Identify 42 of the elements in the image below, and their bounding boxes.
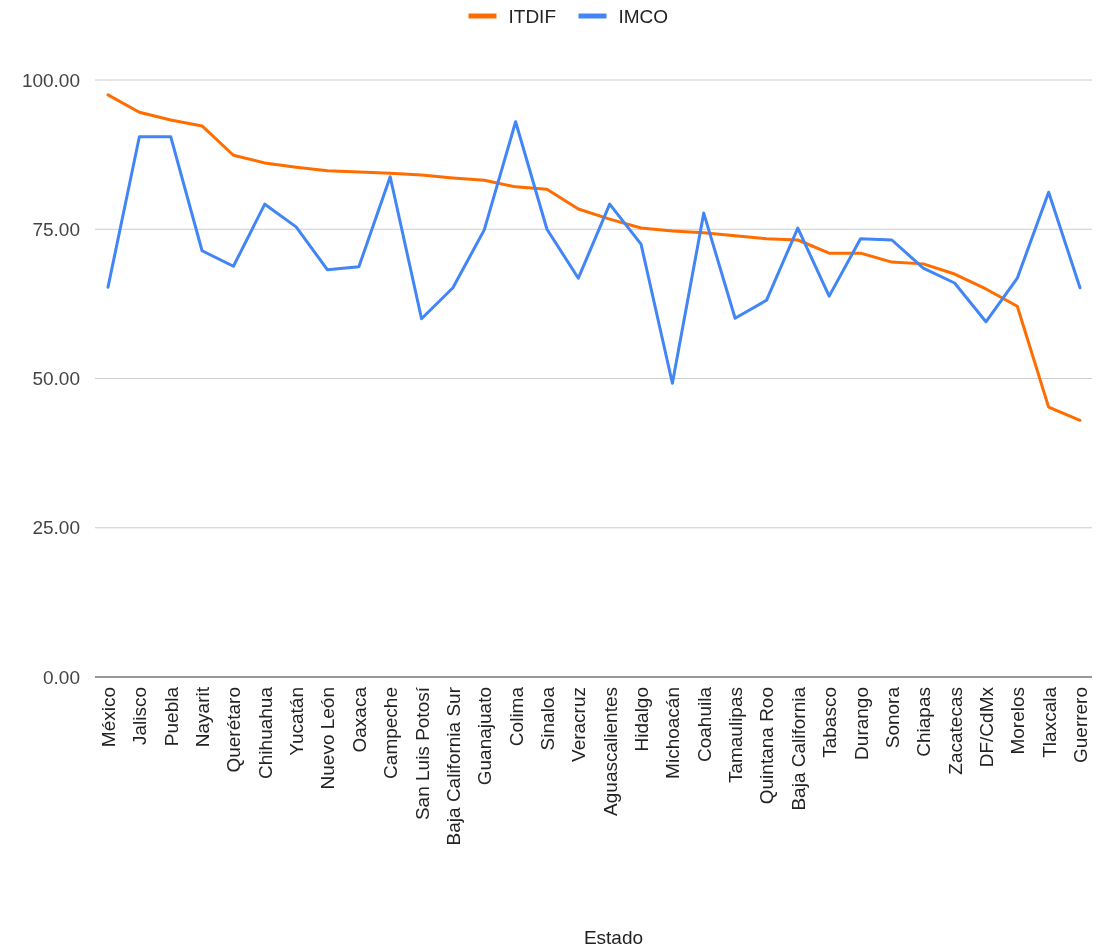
x-tick-label: Coahuila <box>693 686 715 762</box>
x-tick-label: Puebla <box>160 686 182 747</box>
x-tick-label: Nuevo León <box>317 687 339 790</box>
x-tick-label: Guanajuato <box>474 687 496 786</box>
legend-label: ITDIF <box>508 5 556 27</box>
x-tick-label: Morelos <box>1007 687 1029 755</box>
x-tick-label: Baja California <box>787 686 809 811</box>
x-tick-label: Querétaro <box>223 687 245 773</box>
x-tick-label: Nayarit <box>192 686 214 748</box>
x-tick-label: Aguascalientes <box>599 687 621 816</box>
x-tick-label: Guerrero <box>1070 687 1091 764</box>
y-tick-label: 50.00 <box>32 368 80 390</box>
line-series <box>106 120 1082 385</box>
x-tick-label: San Luis Potosí <box>411 686 433 821</box>
line-series <box>106 93 1082 422</box>
y-tick-label: 0.00 <box>43 666 80 688</box>
x-tick-label: Jalisco <box>129 687 151 746</box>
x-tick-label: Yucatán <box>286 687 308 756</box>
x-tick-label: México <box>98 687 119 748</box>
x-tick-label: Chihuahua <box>254 686 276 779</box>
x-tick-label: Chiapas <box>913 687 935 757</box>
x-tick-label: Campeche <box>380 687 402 779</box>
x-tick-label: Oaxaca <box>348 686 370 753</box>
legend-label: IMCO <box>618 5 669 27</box>
x-tick-label: Zacatecas <box>944 687 966 775</box>
y-tick-label: 25.00 <box>32 517 80 539</box>
y-tick-label: 100.00 <box>21 69 80 91</box>
x-tick-label: Tabasco <box>819 687 841 758</box>
x-tick-label: Sinaloa <box>536 686 558 751</box>
x-tick-label: Veracruz <box>568 687 590 762</box>
x-tick-label: Baja California Sur <box>442 686 464 846</box>
y-tick-label: 75.00 <box>32 218 80 240</box>
x-tick-label: Hidalgo <box>631 687 653 752</box>
x-tick-label: Colima <box>505 686 527 747</box>
x-tick-label: Sonora <box>881 686 903 749</box>
x-tick-label: Quintana Roo <box>756 687 778 805</box>
x-tick-label: Durango <box>850 687 872 760</box>
x-tick-label: Michoacán <box>662 687 684 779</box>
x-tick-label: Tlaxcala <box>1038 686 1060 758</box>
x-axis-title: Estado <box>583 927 644 948</box>
x-tick-label: DF/CdMx <box>975 686 997 768</box>
x-tick-label: Tamaulipas <box>725 687 747 784</box>
